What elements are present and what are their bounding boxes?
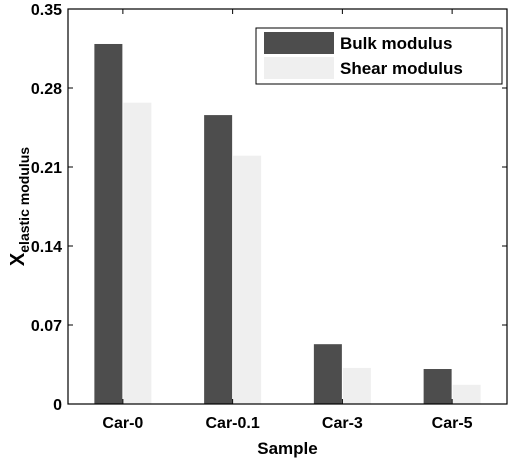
x-axis-ticks: Car-0 Car-0.1 Car-3 Car-5 (102, 9, 473, 432)
y-tick-label: 0.28 (31, 81, 62, 98)
bar-bulk-modulus-car-0-1 (204, 115, 233, 404)
plot-frame (67, 8, 508, 405)
bar-shear-modulus-car-5 (452, 384, 481, 404)
x-tick-label: Car-5 (432, 415, 473, 432)
y-axis-title-main: X (7, 252, 29, 266)
bars-group (94, 43, 481, 405)
x-tick-label: Car-0.1 (206, 415, 260, 432)
bar-shear-modulus-car-0 (123, 102, 152, 405)
legend-label-shear-modulus: Shear modulus (340, 59, 463, 78)
y-tick-label: 0.07 (31, 318, 62, 335)
legend-swatch-shear-modulus (264, 57, 334, 79)
bar-bulk-modulus-car-0 (94, 43, 123, 404)
x-tick-label: Car-0 (102, 415, 143, 432)
bar-shear-modulus-car-0-1 (233, 155, 262, 404)
legend: Bulk modulus Shear modulus (255, 27, 503, 85)
y-tick-label: 0.14 (31, 239, 62, 256)
y-axis-title-subscript: elastic modulus (16, 147, 32, 253)
bar-bulk-modulus-car-3 (313, 344, 342, 404)
legend-label-bulk-modulus: Bulk modulus (340, 34, 452, 53)
y-axis-title: Xelastic modulus (7, 147, 32, 266)
legend-swatch-bulk-modulus (264, 32, 334, 54)
bar-bulk-modulus-car-5 (423, 369, 452, 404)
x-axis-title: Sample (257, 439, 317, 458)
y-tick-label: 0.35 (31, 2, 62, 19)
y-axis-ticks: 0 0.07 0.14 0.21 0.28 0.35 (31, 2, 507, 414)
x-tick-label: Car-3 (322, 415, 363, 432)
y-tick-label: 0 (53, 397, 62, 414)
bar-shear-modulus-car-3 (342, 367, 371, 404)
y-tick-label: 0.21 (31, 160, 62, 177)
